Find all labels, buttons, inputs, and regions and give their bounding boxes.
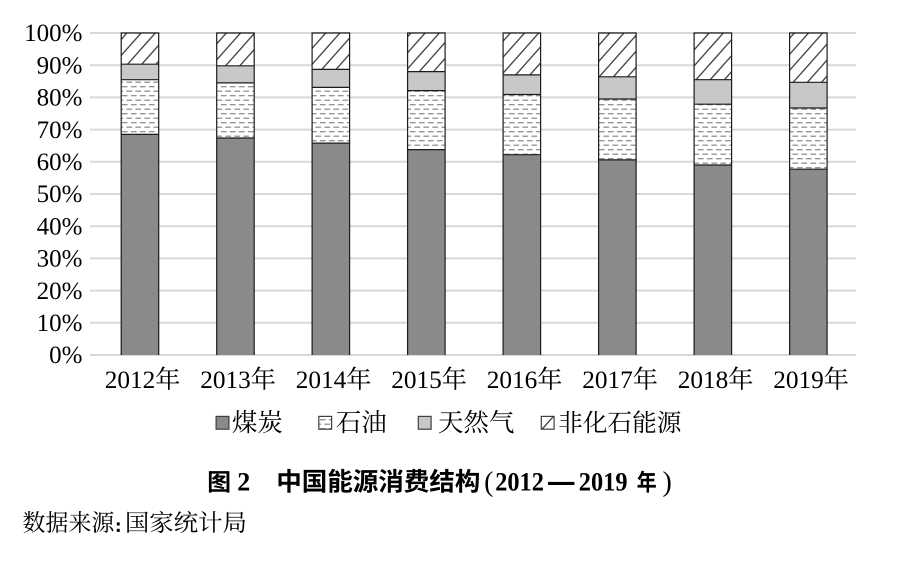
svg-text:10%: 10% [37,310,83,337]
svg-text:60%: 60% [37,149,83,176]
svg-text:2013: 2013 [200,366,251,394]
svg-text:50%: 50% [37,181,83,208]
svg-text:80%: 80% [37,85,83,112]
svg-text:2019: 2019 [773,366,824,394]
svg-text:30%: 30% [37,246,83,273]
svg-text:40%: 40% [37,213,83,240]
svg-text:2014: 2014 [296,366,347,394]
svg-text:2012: 2012 [105,366,156,394]
svg-text:70%: 70% [37,117,83,144]
svg-text:): ) [663,467,672,498]
svg-text:20%: 20% [37,278,83,305]
svg-text:100%: 100% [24,20,82,47]
svg-text:(: ( [484,467,493,498]
svg-text:0%: 0% [49,342,82,369]
svg-text:90%: 90% [37,52,83,79]
svg-text:2019: 2019 [579,468,628,497]
svg-text:2015: 2015 [391,366,442,394]
svg-text:2016: 2016 [487,366,538,394]
svg-text:2: 2 [237,468,250,497]
svg-text:2018: 2018 [678,366,729,394]
svg-text:2017: 2017 [582,366,633,394]
svg-text:2012: 2012 [495,468,544,497]
